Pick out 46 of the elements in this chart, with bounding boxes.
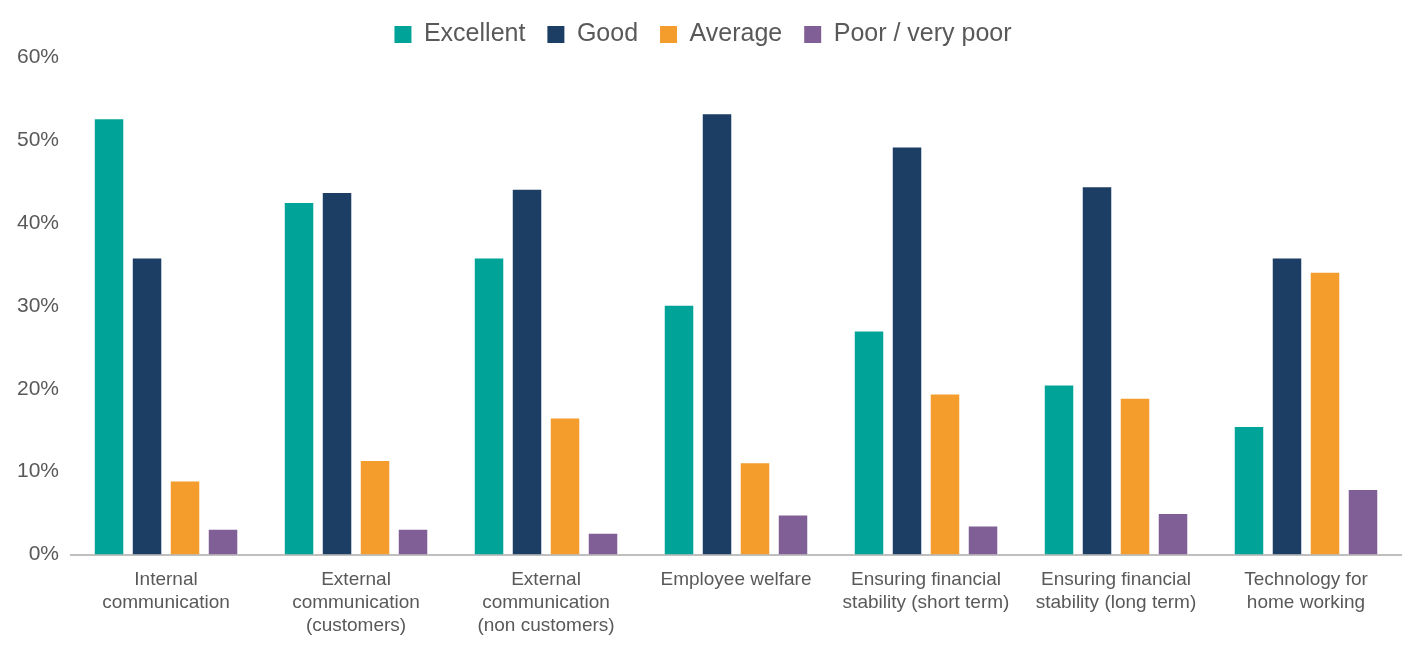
bar — [1272, 258, 1302, 555]
bar — [930, 394, 960, 555]
x-tick-label: Employee welfare — [660, 568, 812, 590]
bar — [702, 114, 732, 555]
bar — [740, 463, 770, 555]
bar — [170, 481, 200, 555]
bar — [550, 418, 580, 555]
legend-label: Excellent — [423, 18, 526, 47]
bar — [208, 529, 238, 555]
legend-label: Poor / very poor — [833, 18, 1012, 47]
bar — [778, 515, 808, 555]
bar — [968, 526, 998, 555]
bar — [284, 202, 314, 555]
bar — [854, 331, 884, 555]
bar — [1120, 398, 1150, 555]
bar — [1234, 426, 1264, 555]
y-tick-label: 60% — [17, 43, 60, 67]
legend-label: Good — [576, 18, 639, 47]
bar — [1158, 513, 1188, 555]
y-tick-label: 40% — [17, 209, 60, 233]
bar — [1310, 272, 1340, 555]
bar — [94, 119, 124, 555]
bar — [1348, 489, 1378, 555]
y-tick-label: 0% — [28, 541, 60, 565]
y-tick-label: 10% — [17, 458, 60, 482]
bar — [398, 529, 428, 555]
y-tick-label: 20% — [17, 375, 60, 399]
bar — [132, 258, 162, 555]
bar — [588, 533, 618, 555]
bar — [322, 193, 352, 555]
x-tick-label: Ensuring financial stability (long term) — [1035, 568, 1197, 613]
bar — [664, 305, 694, 555]
bar — [892, 147, 922, 555]
x-tick-label: Technology for home working — [1244, 568, 1369, 613]
bar — [512, 189, 542, 555]
bar — [1082, 187, 1112, 555]
x-tick-label: Ensuring financial stability (short term) — [842, 568, 1010, 613]
bar — [1044, 385, 1074, 555]
legend-label: Average — [689, 18, 783, 47]
x-tick-label: Internal communication — [102, 568, 230, 613]
x-tick-label: External communication (customers) — [292, 568, 420, 635]
y-tick-label: 50% — [17, 126, 60, 150]
x-tick-label: External communication (non customers) — [477, 568, 615, 635]
bar — [360, 460, 390, 555]
bar — [474, 258, 504, 555]
y-tick-label: 30% — [17, 292, 60, 316]
